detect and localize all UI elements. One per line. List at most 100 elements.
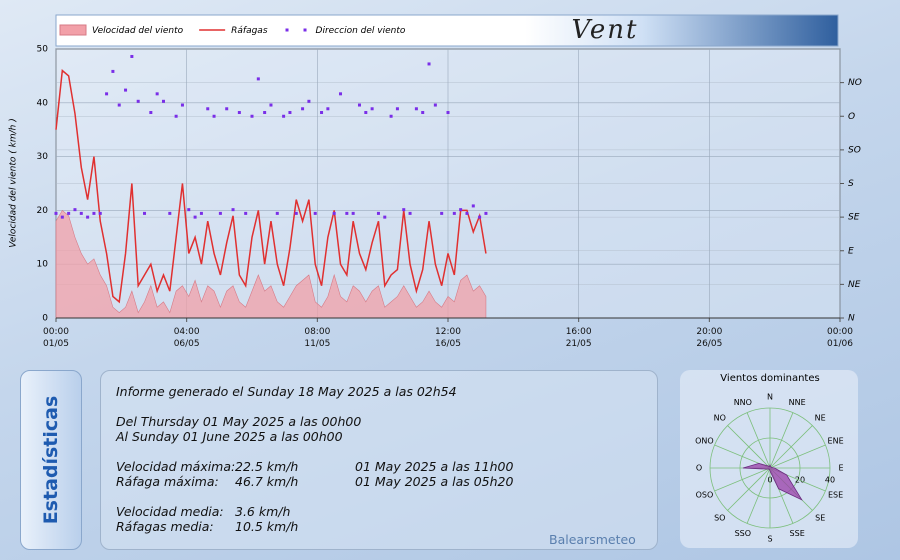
y2-tick-label: N [848, 314, 855, 324]
period-from: Del Thursday 01 May 2025 a las 00h00 [116, 414, 362, 429]
direction-point [117, 103, 121, 107]
direction-point [364, 111, 368, 115]
y2-tick-label: SE [848, 213, 860, 223]
direction-point [307, 99, 311, 103]
direction-point [332, 211, 336, 215]
direction-point [376, 211, 380, 215]
rose-direction-label: NNE [789, 398, 806, 407]
rose-direction-label: OSO [696, 491, 714, 500]
rose-area [742, 462, 803, 501]
stats-panel [100, 370, 658, 550]
rose-tick-label: 40 [825, 476, 835, 485]
legend-label: Direccion del viento [316, 26, 406, 36]
direction-point [73, 208, 77, 212]
direction-point [250, 114, 254, 118]
direction-point [136, 99, 140, 103]
y2-tick-label: E [848, 246, 854, 256]
direction-point [345, 211, 349, 215]
stat-value: 3.6 km/h [235, 504, 291, 519]
stat-value: 46.7 km/h [235, 474, 299, 489]
direction-point [357, 103, 361, 107]
legend-swatch [59, 24, 87, 36]
x-tick-label: 00:00 01/06 [827, 327, 853, 349]
direction-point [427, 62, 431, 66]
direction-point [174, 114, 178, 118]
stats-tab: Estadísticas [20, 370, 82, 550]
direction-point [471, 204, 475, 208]
direction-point [111, 69, 115, 73]
direction-point [478, 215, 482, 219]
direction-point [351, 211, 355, 215]
direction-point [389, 114, 393, 118]
y-tick-label: 20 [37, 206, 49, 216]
direction-point [86, 215, 90, 219]
direction-point [98, 211, 102, 215]
direction-point [269, 103, 273, 107]
direction-point [275, 211, 279, 215]
rose-direction-label: ESE [828, 491, 843, 500]
direction-point [408, 211, 412, 215]
legend-banner [55, 14, 839, 47]
direction-point [161, 99, 165, 103]
direction-point [459, 208, 463, 212]
stat-value: 22.5 km/h [235, 459, 299, 474]
direction-point [155, 92, 159, 96]
stat-label: Ráfaga máxima: [116, 474, 219, 489]
direction-point [282, 114, 286, 118]
direction-point [320, 111, 324, 115]
direction-point [199, 211, 203, 215]
direction-point [218, 211, 222, 215]
rose-direction-label: N [767, 393, 773, 402]
stat-label: Velocidad máxima: [116, 459, 236, 474]
rose-direction-label: SSO [735, 529, 751, 538]
direction-point [92, 211, 96, 215]
rose-title: Vientos dominantes [720, 373, 819, 384]
y2-tick-label: NO [848, 78, 862, 88]
rose-direction-label: NNO [734, 398, 752, 407]
y-tick-label: 10 [37, 260, 49, 270]
x-tick-label: 12:00 16/05 [435, 327, 461, 349]
y-tick-label: 40 [37, 98, 49, 108]
direction-point [244, 211, 248, 215]
direction-point [105, 92, 109, 96]
x-tick-label: 08:00 11/05 [304, 327, 331, 349]
direction-point [263, 111, 267, 115]
y2-tick-label: S [848, 179, 854, 189]
direction-point [339, 92, 343, 96]
rose-direction-label: O [696, 464, 702, 473]
rose-direction-label: ENE [828, 436, 844, 445]
rose-direction-label: NO [714, 413, 726, 422]
direction-point [370, 107, 374, 111]
x-tick-label: 00:00 01/05 [43, 327, 69, 349]
direction-point [130, 54, 134, 58]
y-tick-label: 0 [42, 314, 48, 324]
rose-spoke [769, 412, 794, 469]
direction-point [256, 77, 260, 81]
direction-point [67, 211, 71, 215]
legend-swatch [303, 28, 307, 32]
direction-point [402, 208, 406, 212]
x-tick-label: 20:00 26/05 [696, 327, 723, 349]
y-axis-label: Velocidad del viento ( km/h ) [9, 118, 19, 247]
rose-direction-label: SO [714, 514, 725, 523]
direction-point [231, 208, 235, 212]
direction-point [60, 215, 64, 219]
y2-tick-label: NE [848, 280, 861, 290]
direction-point [206, 107, 210, 111]
direction-point [288, 111, 292, 115]
rose-direction-label: SE [815, 514, 825, 523]
rose-spoke [727, 467, 771, 511]
y-tick-label: 50 [37, 45, 49, 55]
direction-point [414, 107, 418, 111]
speed-area [55, 209, 487, 319]
x-tick-label: 04:00 06/05 [173, 327, 200, 349]
rose-spoke [769, 444, 826, 469]
rose-spoke [746, 467, 771, 524]
direction-point [54, 211, 58, 215]
direction-point [326, 107, 330, 111]
rose-panel [680, 370, 858, 548]
rose-direction-label: S [767, 535, 772, 544]
rose-spoke [769, 425, 813, 469]
rose-direction-label: ONO [695, 436, 714, 445]
legend-label: Ráfagas [231, 26, 268, 36]
